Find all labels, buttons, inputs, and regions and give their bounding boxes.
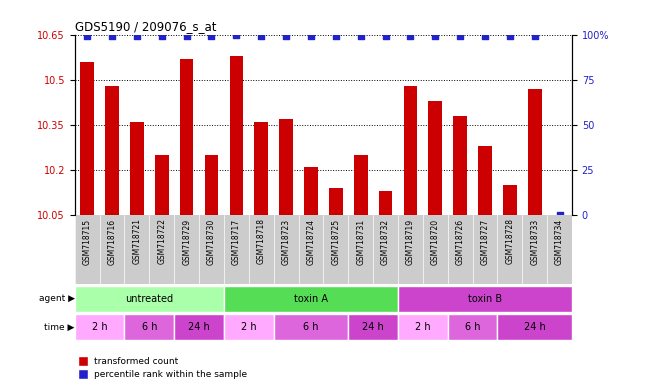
- Text: 6 h: 6 h: [465, 322, 480, 333]
- Text: 6 h: 6 h: [142, 322, 157, 333]
- Bar: [503, 185, 517, 215]
- Text: agent ▶: agent ▶: [39, 294, 75, 303]
- Text: GSM718732: GSM718732: [381, 218, 390, 265]
- Point: [504, 33, 515, 40]
- Bar: [404, 86, 417, 215]
- Bar: [348, 314, 398, 340]
- Text: GSM718725: GSM718725: [332, 218, 341, 265]
- Point: [231, 31, 242, 38]
- Point: [281, 33, 291, 40]
- Bar: [497, 314, 572, 340]
- Point: [430, 33, 441, 40]
- Text: 2 h: 2 h: [415, 322, 431, 333]
- Text: GSM718733: GSM718733: [530, 218, 540, 265]
- Point: [206, 33, 216, 40]
- Text: GSM718718: GSM718718: [257, 218, 266, 265]
- Bar: [155, 155, 168, 215]
- Point: [331, 33, 341, 40]
- Text: time ▶: time ▶: [44, 323, 75, 332]
- Bar: [229, 56, 243, 215]
- Text: 24 h: 24 h: [188, 322, 210, 333]
- Point: [181, 33, 192, 40]
- Point: [554, 212, 565, 218]
- Legend: transformed count, percentile rank within the sample: transformed count, percentile rank withi…: [79, 357, 247, 379]
- Bar: [180, 59, 194, 215]
- Text: toxin A: toxin A: [294, 293, 328, 304]
- Bar: [174, 314, 224, 340]
- Bar: [528, 89, 541, 215]
- Bar: [329, 188, 343, 215]
- Bar: [224, 286, 398, 311]
- Bar: [75, 314, 125, 340]
- Bar: [105, 86, 119, 215]
- Point: [256, 33, 266, 40]
- Bar: [130, 122, 144, 215]
- Text: GSM718720: GSM718720: [431, 218, 440, 265]
- Text: GSM718719: GSM718719: [406, 218, 415, 265]
- Bar: [428, 101, 442, 215]
- Text: GSM718729: GSM718729: [182, 218, 191, 265]
- Text: GSM718731: GSM718731: [356, 218, 365, 265]
- Bar: [398, 286, 572, 311]
- Bar: [254, 122, 268, 215]
- Text: GSM718727: GSM718727: [480, 218, 489, 265]
- Text: untreated: untreated: [125, 293, 174, 304]
- Bar: [478, 146, 492, 215]
- Text: GSM718734: GSM718734: [555, 218, 564, 265]
- Text: GSM718722: GSM718722: [157, 218, 166, 265]
- Bar: [81, 62, 94, 215]
- Point: [157, 33, 167, 40]
- Point: [380, 33, 391, 40]
- Bar: [398, 314, 448, 340]
- Bar: [453, 116, 467, 215]
- Point: [480, 33, 490, 40]
- Bar: [304, 167, 318, 215]
- Point: [530, 33, 540, 40]
- Bar: [75, 286, 224, 311]
- Bar: [354, 155, 367, 215]
- Bar: [125, 314, 174, 340]
- Bar: [274, 314, 348, 340]
- Text: 24 h: 24 h: [362, 322, 384, 333]
- Text: GSM718721: GSM718721: [133, 218, 142, 265]
- Point: [107, 33, 117, 40]
- Point: [356, 33, 366, 40]
- Text: GSM718723: GSM718723: [281, 218, 291, 265]
- Bar: [379, 191, 393, 215]
- Text: GSM718726: GSM718726: [456, 218, 465, 265]
- Text: GSM718715: GSM718715: [83, 218, 92, 265]
- Text: 24 h: 24 h: [524, 322, 545, 333]
- Text: 6 h: 6 h: [303, 322, 318, 333]
- Point: [455, 33, 465, 40]
- Text: 2 h: 2 h: [241, 322, 257, 333]
- Text: GSM718716: GSM718716: [107, 218, 116, 265]
- Point: [132, 33, 142, 40]
- Text: toxin B: toxin B: [468, 293, 502, 304]
- Bar: [448, 314, 497, 340]
- Point: [82, 33, 92, 40]
- Text: GSM718724: GSM718724: [306, 218, 315, 265]
- Bar: [205, 155, 218, 215]
- Text: GDS5190 / 209076_s_at: GDS5190 / 209076_s_at: [75, 20, 216, 33]
- Text: GSM718717: GSM718717: [232, 218, 241, 265]
- Text: GSM718730: GSM718730: [207, 218, 216, 265]
- Bar: [280, 119, 293, 215]
- Point: [405, 33, 415, 40]
- Text: GSM718728: GSM718728: [505, 218, 514, 265]
- Point: [306, 33, 316, 40]
- Bar: [224, 314, 274, 340]
- Text: 2 h: 2 h: [92, 322, 107, 333]
